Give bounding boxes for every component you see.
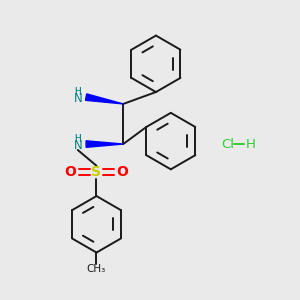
- Text: S: S: [92, 165, 101, 179]
- Polygon shape: [85, 94, 123, 104]
- Polygon shape: [86, 141, 123, 147]
- Text: H: H: [74, 134, 81, 144]
- Text: H: H: [245, 138, 255, 151]
- Text: Cl: Cl: [221, 138, 234, 151]
- Text: H: H: [74, 87, 81, 97]
- Text: O: O: [64, 165, 76, 179]
- Text: N: N: [74, 92, 82, 105]
- Text: O: O: [117, 165, 129, 179]
- Text: CH₃: CH₃: [87, 264, 106, 274]
- Text: N: N: [74, 139, 82, 152]
